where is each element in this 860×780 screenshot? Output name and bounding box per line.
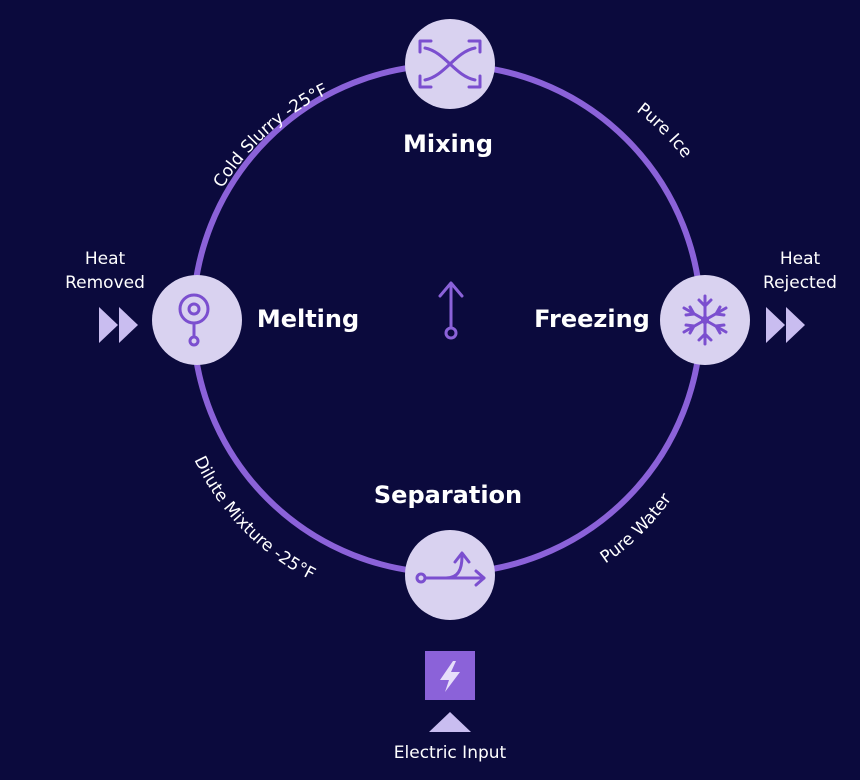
node-label-melting: Melting [257,305,359,333]
crossing-arrows-icon [418,39,482,89]
node-label-separation: Separation [374,481,522,509]
node-label-mixing: Mixing [403,130,493,158]
split-arrow-icon [415,551,486,587]
upward-arrow-icon [438,281,464,340]
heat-rejected-label-line1: Heat [780,249,821,269]
droplet-pin-icon [178,293,210,347]
arc-label-dilute-mixture: Dilute Mixture -25°F [190,453,319,585]
node-separation [405,530,495,620]
up-triangle-icon [429,712,471,732]
arc-label-cold-slurry: Cold Slurry -25°F [210,80,331,191]
double-chevron-right-icon [99,307,138,343]
node-mixing [405,19,495,109]
heat-removed-label-line2: Removed [65,273,145,293]
heat-rejected-label-line2: Rejected [763,273,837,293]
snowflake-icon [682,294,728,346]
node-label-freezing: Freezing [534,305,650,333]
lightning-bolt-icon [425,651,475,700]
heat-removed-label-line1: Heat [85,249,126,269]
double-chevron-right-icon [766,307,805,343]
node-freezing [660,275,750,365]
electric-input-label: Electric Input [394,743,507,763]
node-melting [152,275,242,365]
arc-label-pure-water: Pure Water [597,490,676,568]
